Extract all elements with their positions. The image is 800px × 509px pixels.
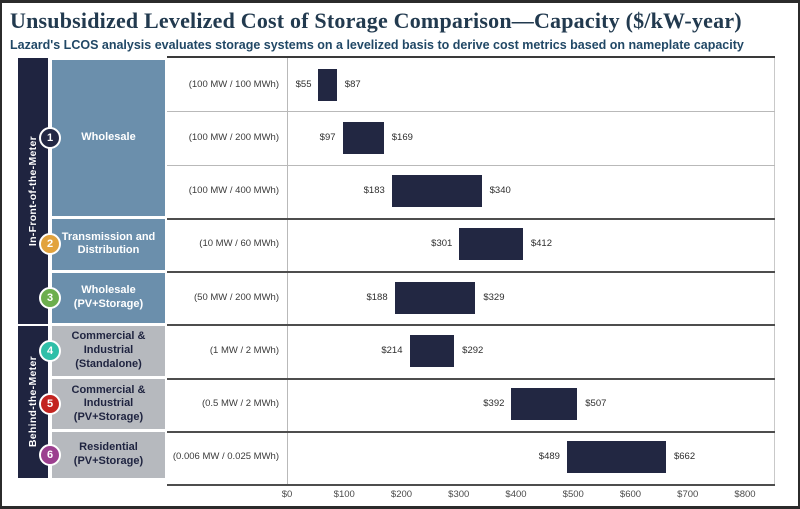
category-number-badge: 2: [39, 233, 61, 256]
bar-max-label: $412: [530, 238, 552, 250]
range-bar: [394, 281, 476, 314]
capacity-label: (50 MW / 200 MWh): [194, 291, 279, 303]
range-bar: [511, 388, 578, 421]
category-box: Residential (PV+Storage): [52, 432, 165, 478]
x-axis-line: [167, 484, 775, 486]
capacity-label: (100 MW / 100 MWh): [188, 78, 279, 90]
bar-max-label: $87: [344, 78, 361, 90]
chart-top-border: [167, 56, 775, 58]
bar-min-label: $55: [295, 78, 312, 90]
row-separator: [167, 430, 775, 433]
category-box: Wholesale (PV+Storage): [52, 272, 165, 323]
bar-min-label: $392: [483, 398, 505, 410]
category-number-badge: 5: [39, 393, 61, 416]
x-tick-label: $500: [562, 489, 584, 500]
row-separator: [167, 111, 775, 113]
capacity-label: (0.006 MW / 0.025 MWh): [172, 451, 279, 463]
range-bar: [342, 121, 384, 154]
meter-group-strip-in-front: In-Front-of-the-Meter: [18, 58, 48, 324]
category-number-badge: 4: [39, 339, 61, 362]
x-tick-label: $300: [448, 489, 470, 500]
x-tick-label: $200: [390, 489, 413, 500]
bar-max-label: $662: [673, 451, 696, 463]
bar-max-label: $292: [462, 344, 484, 356]
x-tick-label: $600: [619, 489, 642, 500]
category-box: Commercial & Industrial (PV+Storage): [52, 379, 165, 430]
category-box: Commercial & Industrial (Standalone): [52, 325, 165, 376]
capacity-label: (100 MW / 200 MWh): [188, 131, 279, 143]
category-number-badge: 3: [39, 286, 61, 309]
meter-group-label-behind: Behind-the-Meter: [27, 356, 39, 448]
range-bar: [459, 228, 523, 261]
bar-min-label: $489: [538, 451, 560, 463]
row-separator: [167, 271, 775, 273]
bar-max-label: $329: [483, 291, 505, 303]
bar-min-label: $188: [366, 291, 388, 303]
bar-min-label: $301: [431, 238, 453, 250]
category-box: Wholesale: [52, 59, 165, 217]
page-title: Unsubsidized Levelized Cost of Storage C…: [10, 8, 742, 33]
bar-max-label: $507: [585, 398, 607, 410]
range-bar: [318, 68, 337, 101]
x-tick-label: $700: [677, 489, 699, 500]
bar-min-label: $183: [363, 185, 385, 197]
x-tick-label: $800: [734, 489, 756, 500]
row-separator: [167, 164, 775, 166]
capacity-label: (100 MW / 400 MWh): [188, 185, 279, 197]
x-tick-label: $400: [505, 489, 527, 500]
category-number-badge: 1: [39, 126, 61, 149]
bar-min-label: $97: [319, 131, 336, 143]
x-tick-label: $0: [281, 489, 293, 500]
row-separator: [167, 217, 775, 220]
capacity-label: (1 MW / 2 MWh): [209, 344, 279, 356]
capacity-label: (10 MW / 60 MWh): [199, 238, 279, 250]
row-separator: [167, 324, 775, 327]
category-number-badge: 6: [39, 444, 61, 467]
capacity-label: (0.5 MW / 2 MWh): [201, 398, 279, 410]
category-box: Transmission and Distribution: [52, 219, 165, 270]
bar-max-label: $340: [489, 185, 511, 197]
range-bar: [409, 334, 455, 367]
page-subtitle: Lazard's LCOS analysis evaluates storage…: [10, 38, 744, 52]
range-bar: [566, 441, 666, 474]
meter-group-label-in-front: In-Front-of-the-Meter: [27, 135, 39, 247]
range-bar: [391, 175, 482, 208]
bar-max-label: $169: [391, 131, 413, 143]
x-tick-label: $100: [333, 489, 355, 500]
bar-min-label: $214: [381, 344, 403, 356]
row-separator: [167, 377, 775, 380]
